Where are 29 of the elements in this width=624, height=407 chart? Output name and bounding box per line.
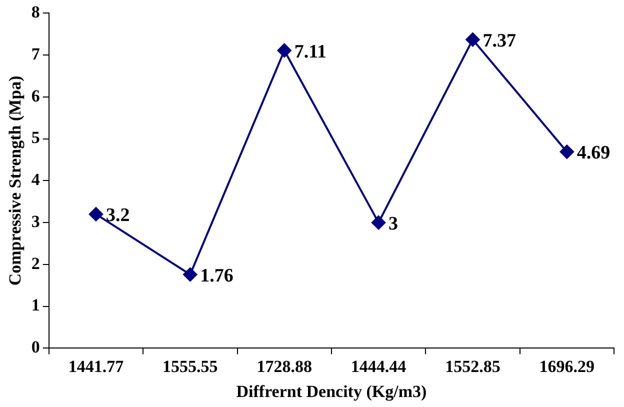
point bbox=[372, 216, 386, 230]
y-tick-label: 5 bbox=[31, 128, 40, 148]
data-label: 3 bbox=[388, 213, 398, 234]
x-tick-label: 1696.29 bbox=[539, 356, 595, 376]
x-tick-label: 1441.77 bbox=[68, 356, 124, 376]
y-tick-label: 4 bbox=[31, 170, 40, 190]
point bbox=[277, 43, 292, 58]
data-label: 7.37 bbox=[482, 30, 516, 52]
x-tick-label: 1444.44 bbox=[350, 356, 407, 376]
data-label: 3.2 bbox=[106, 205, 130, 226]
y-tick-label: 8 bbox=[31, 2, 40, 22]
y-tick-label: 7 bbox=[31, 44, 40, 64]
y-tick-label: 3 bbox=[31, 212, 40, 231]
x-tick-label: 1552.85 bbox=[445, 356, 500, 376]
x-tick-label: 1555.55 bbox=[162, 356, 218, 376]
y-tick-label: 6 bbox=[31, 86, 40, 106]
x-axis-title: Diffrernt Dencity (Kg/m3) bbox=[236, 382, 427, 402]
point bbox=[560, 144, 574, 159]
data-label: 4.69 bbox=[576, 142, 610, 164]
y-axis-title: Compressive Strength (Mpa) bbox=[6, 76, 25, 286]
point bbox=[466, 32, 480, 47]
x-tick-label: 1728.88 bbox=[256, 356, 312, 376]
y-tick-label: 0 bbox=[31, 338, 40, 357]
data-label: 1.76 bbox=[200, 265, 234, 286]
point bbox=[88, 207, 103, 222]
y-tick-label: 2 bbox=[31, 254, 40, 273]
data-label: 7.11 bbox=[294, 41, 327, 62]
point bbox=[183, 268, 198, 282]
y-tick-label: 1 bbox=[31, 296, 40, 315]
